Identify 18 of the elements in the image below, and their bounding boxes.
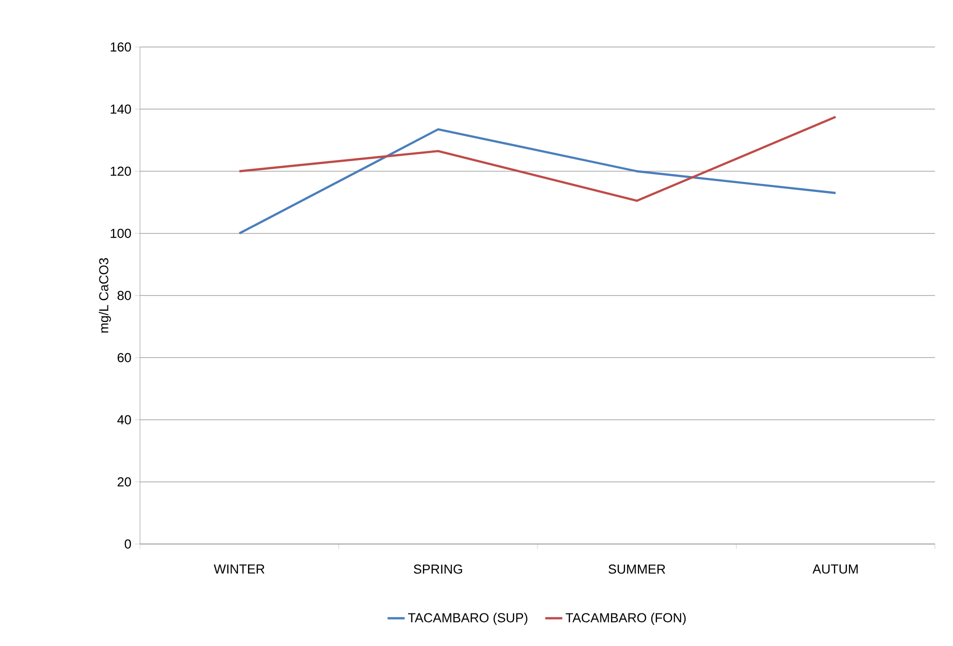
x-tick-label: WINTER <box>214 564 264 574</box>
y-tick-label: 100 <box>110 228 131 238</box>
y-tick-label: 160 <box>110 42 131 52</box>
y-tick-label: 20 <box>118 477 131 486</box>
x-tick-label: SUMMER <box>608 564 666 574</box>
legend-label: TACAMBARO (SUP) <box>408 612 528 625</box>
y-tick-label: 80 <box>118 290 131 300</box>
y-tick-label: 120 <box>110 166 131 176</box>
line-series <box>238 116 837 202</box>
x-tick-label: SPRING <box>414 564 462 574</box>
y-tick-label: 40 <box>117 415 131 424</box>
y-axis-title: mg/L CaCO3 <box>98 258 111 333</box>
y-tick-label: 60 <box>118 353 131 362</box>
legend-label: TACAMBARO (FON) <box>566 612 686 625</box>
x-tick-label: AUTUM <box>812 564 858 574</box>
line-series <box>238 128 837 234</box>
y-tick-label: 0 <box>124 539 131 549</box>
y-tick-label: 140 <box>110 104 131 114</box>
